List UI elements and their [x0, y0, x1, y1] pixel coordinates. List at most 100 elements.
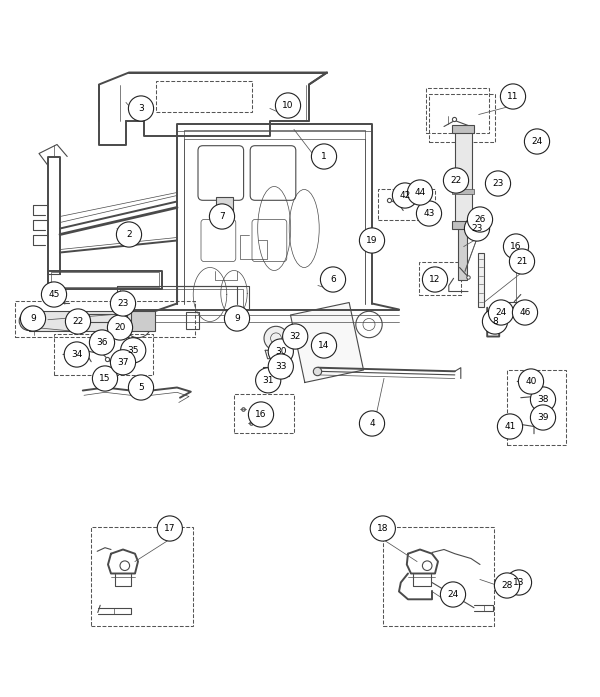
Bar — [452, 189, 474, 194]
Circle shape — [128, 96, 154, 121]
Text: 33: 33 — [275, 362, 287, 371]
Text: 7: 7 — [219, 212, 225, 221]
Circle shape — [500, 84, 526, 109]
Text: 42: 42 — [400, 191, 410, 200]
Circle shape — [283, 324, 308, 349]
Circle shape — [311, 333, 337, 358]
Circle shape — [488, 300, 514, 325]
Circle shape — [506, 570, 532, 595]
Circle shape — [524, 129, 550, 154]
Text: 15: 15 — [99, 374, 111, 383]
Bar — [452, 125, 474, 132]
Text: 32: 32 — [290, 332, 301, 341]
Circle shape — [268, 339, 293, 364]
Bar — [131, 312, 155, 330]
Text: 40: 40 — [526, 377, 536, 386]
Circle shape — [116, 222, 142, 247]
Text: 10: 10 — [282, 101, 294, 110]
Bar — [419, 261, 461, 295]
Bar — [29, 312, 134, 330]
Circle shape — [110, 291, 136, 316]
Text: 3: 3 — [138, 104, 144, 113]
Bar — [91, 527, 193, 626]
Text: 23: 23 — [118, 299, 128, 308]
Bar — [478, 252, 484, 307]
Text: 39: 39 — [537, 413, 549, 422]
Circle shape — [311, 144, 337, 169]
Circle shape — [41, 282, 67, 307]
Circle shape — [248, 402, 274, 427]
Circle shape — [128, 375, 154, 400]
Text: 34: 34 — [71, 350, 82, 359]
Bar — [507, 369, 566, 445]
Text: 6: 6 — [330, 275, 336, 284]
Circle shape — [518, 369, 544, 394]
Text: 31: 31 — [262, 376, 274, 385]
Circle shape — [359, 228, 385, 253]
Circle shape — [19, 312, 38, 330]
Text: 13: 13 — [513, 578, 525, 587]
Text: 23: 23 — [472, 224, 482, 233]
Text: 35: 35 — [127, 346, 139, 355]
Text: 45: 45 — [49, 290, 59, 299]
Bar — [186, 312, 199, 329]
Bar — [452, 222, 474, 229]
Circle shape — [65, 309, 91, 334]
Circle shape — [121, 338, 146, 363]
Text: 1: 1 — [321, 152, 327, 161]
Text: 24: 24 — [532, 137, 542, 146]
Text: 24: 24 — [496, 308, 506, 317]
Text: 12: 12 — [430, 275, 440, 284]
Text: 14: 14 — [319, 341, 329, 350]
Text: 17: 17 — [164, 524, 176, 533]
Circle shape — [503, 234, 529, 259]
Circle shape — [268, 354, 293, 379]
Text: 8: 8 — [492, 317, 498, 326]
Circle shape — [64, 342, 89, 367]
Circle shape — [209, 204, 235, 229]
Text: 44: 44 — [415, 188, 425, 197]
Circle shape — [370, 516, 395, 541]
Text: 38: 38 — [537, 395, 549, 404]
Text: 41: 41 — [505, 422, 515, 431]
Text: 2: 2 — [126, 230, 132, 239]
Circle shape — [467, 207, 493, 232]
Circle shape — [264, 326, 288, 351]
Circle shape — [482, 309, 508, 334]
Text: 37: 37 — [117, 358, 129, 367]
Circle shape — [509, 249, 535, 274]
Bar — [458, 224, 467, 279]
Bar — [234, 394, 294, 433]
Text: 22: 22 — [73, 317, 83, 326]
Circle shape — [224, 306, 250, 331]
Text: 36: 36 — [96, 338, 108, 347]
Bar — [383, 527, 494, 626]
Bar — [455, 130, 472, 226]
Text: 4: 4 — [369, 419, 375, 428]
Circle shape — [485, 171, 511, 196]
Text: 9: 9 — [30, 314, 36, 323]
Circle shape — [443, 168, 469, 193]
Bar — [216, 197, 233, 210]
Text: 16: 16 — [510, 242, 522, 251]
Text: 22: 22 — [451, 176, 461, 185]
Text: 21: 21 — [517, 257, 527, 266]
Text: 23: 23 — [493, 179, 503, 188]
Bar — [54, 334, 153, 375]
Circle shape — [464, 216, 490, 241]
Circle shape — [497, 414, 523, 439]
Text: 28: 28 — [502, 581, 512, 590]
Circle shape — [20, 306, 46, 331]
Text: 20: 20 — [115, 323, 125, 332]
Polygon shape — [290, 302, 364, 383]
Circle shape — [392, 183, 418, 208]
Circle shape — [530, 405, 556, 430]
Text: 46: 46 — [520, 308, 530, 317]
Bar — [156, 82, 252, 112]
Text: 18: 18 — [377, 524, 389, 533]
Circle shape — [92, 366, 118, 391]
Circle shape — [416, 201, 442, 226]
Text: 11: 11 — [507, 92, 519, 101]
Bar — [378, 190, 435, 220]
Circle shape — [407, 180, 433, 205]
